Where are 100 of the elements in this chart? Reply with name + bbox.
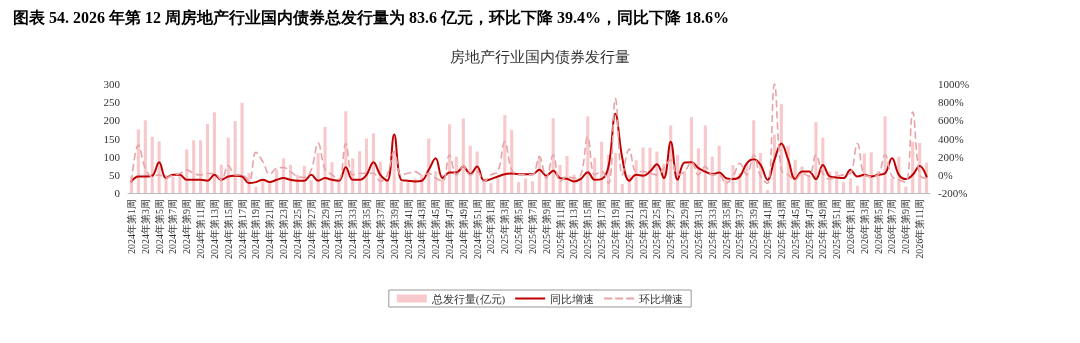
bar <box>240 102 244 193</box>
y2-tick-label: 1000% <box>938 78 970 90</box>
bar <box>344 111 348 193</box>
x-tick-label: 2024年第17周 <box>236 199 248 259</box>
x-tick-label: 2024年第33周 <box>347 199 359 259</box>
bar <box>683 171 687 193</box>
x-tick-label: 2024年第27周 <box>305 199 317 259</box>
bar <box>689 117 694 193</box>
x-tick-label: 2026年第11周 <box>914 199 926 259</box>
x-tick-label: 2025年第31周 <box>692 199 704 259</box>
x-tick-label: 2024年第19周 <box>250 199 262 259</box>
x-tick-label: 2025年第19周 <box>609 199 621 259</box>
bar <box>358 151 362 193</box>
y-tick-label: 50 <box>109 168 121 181</box>
x-tick-label: 2025年第39周 <box>748 199 760 259</box>
bar <box>392 151 396 193</box>
bar <box>323 126 327 193</box>
x-tick-label: 2025年第49周 <box>817 199 829 259</box>
bar <box>800 166 804 193</box>
line-series <box>130 112 928 185</box>
x-tick-label: 2024年第9周 <box>181 199 193 254</box>
bar <box>765 190 770 193</box>
x-tick-label: 2025年第29周 <box>679 199 691 259</box>
bar <box>496 178 500 193</box>
x-tick-label: 2024年第15周 <box>222 199 234 259</box>
x-tick-label: 2026年第3周 <box>858 199 870 254</box>
y-tick-label: 300 <box>103 78 121 90</box>
bar <box>406 182 410 193</box>
bar <box>399 182 403 193</box>
bar <box>890 178 894 193</box>
bar <box>523 178 528 193</box>
bar <box>282 158 286 193</box>
x-tick-label: 2024年第43周 <box>416 199 428 259</box>
x-tick-label: 2025年第9周 <box>540 199 552 254</box>
x-tick-label: 2025年第27周 <box>665 199 677 259</box>
x-tick-label: 2024年第29周 <box>319 199 331 259</box>
x-tick-label: 2024年第45周 <box>430 199 442 259</box>
x-tick-label: 2024年第47周 <box>443 199 455 259</box>
bar <box>600 141 604 193</box>
x-tick-label: 2026年第5周 <box>872 199 884 254</box>
x-tick-label: 2025年第1周 <box>485 199 497 254</box>
x-tick-label: 2025年第45周 <box>789 199 801 259</box>
x-tick-label: 2024年第25周 <box>291 199 303 259</box>
x-tick-label: 2025年第35周 <box>720 199 732 259</box>
x-tick-label: 2025年第43周 <box>775 199 787 259</box>
x-tick-label: 2025年第5周 <box>513 199 525 254</box>
bar <box>517 182 521 193</box>
bar <box>254 186 258 193</box>
x-tick-label: 2026年第7周 <box>886 199 898 254</box>
bar <box>434 171 438 193</box>
x-tick-label: 2025年第11周 <box>554 199 566 259</box>
x-tick-label: 2024年第21周 <box>264 199 276 259</box>
x-tick-label: 2025年第47周 <box>803 199 815 259</box>
bar <box>620 183 624 193</box>
x-tick-label: 2024年第7周 <box>167 199 179 254</box>
x-tick-label: 2025年第33周 <box>706 199 718 259</box>
bar <box>648 147 652 193</box>
bar <box>468 145 472 193</box>
x-tick-label: 2024年第35周 <box>361 199 373 259</box>
x-tick-label: 2026年第9周 <box>900 199 912 254</box>
x-tick-label: 2024年第23周 <box>278 199 290 259</box>
x-tick-label: 2024年第13周 <box>208 199 220 259</box>
x-tick-label: 2025年第13周 <box>568 199 580 259</box>
y2-tick-label: -200% <box>938 187 968 199</box>
chart-subtitle: 房地产行业国内债券发行量 <box>450 48 630 65</box>
bar <box>565 155 569 193</box>
bar <box>869 152 873 193</box>
y-tick-label: 0 <box>114 187 121 199</box>
bar <box>205 123 210 193</box>
bar <box>862 153 866 193</box>
bar <box>842 182 846 193</box>
bar <box>136 129 140 193</box>
x-tick-label: 2025年第7周 <box>526 199 538 254</box>
x-tick-label: 2025年第3周 <box>499 199 511 254</box>
x-tick-label: 2025年第41周 <box>762 199 774 259</box>
x-tick-label: 2024年第5周 <box>153 199 165 254</box>
bar <box>530 181 535 193</box>
bar <box>807 174 811 193</box>
x-tick-label: 2025年第23周 <box>637 199 649 259</box>
bar <box>461 118 465 193</box>
bar <box>848 178 853 193</box>
x-tick-label: 2025年第51周 <box>831 199 843 259</box>
x-tick-label: 2024年第31周 <box>333 199 345 259</box>
bar <box>503 114 507 193</box>
bar <box>447 124 452 193</box>
bar <box>717 145 721 193</box>
legend-label: 同比增速 <box>550 292 595 305</box>
bar <box>171 176 175 193</box>
bar <box>855 185 859 193</box>
y2-tick-label: 0% <box>938 168 953 181</box>
bar <box>904 186 908 193</box>
bar <box>226 137 230 193</box>
x-tick-label: 2024年第39周 <box>388 199 400 259</box>
x-tick-label: 2024年第3周 <box>139 199 151 254</box>
x-tick-label: 2024年第1周 <box>125 199 137 254</box>
legend-label: 环比增速 <box>639 292 684 305</box>
x-tick-label: 2024年第49周 <box>457 199 469 259</box>
x-tick-label: 2025年第25周 <box>651 199 663 259</box>
bar <box>150 136 154 193</box>
y-tick-label: 250 <box>103 96 121 109</box>
